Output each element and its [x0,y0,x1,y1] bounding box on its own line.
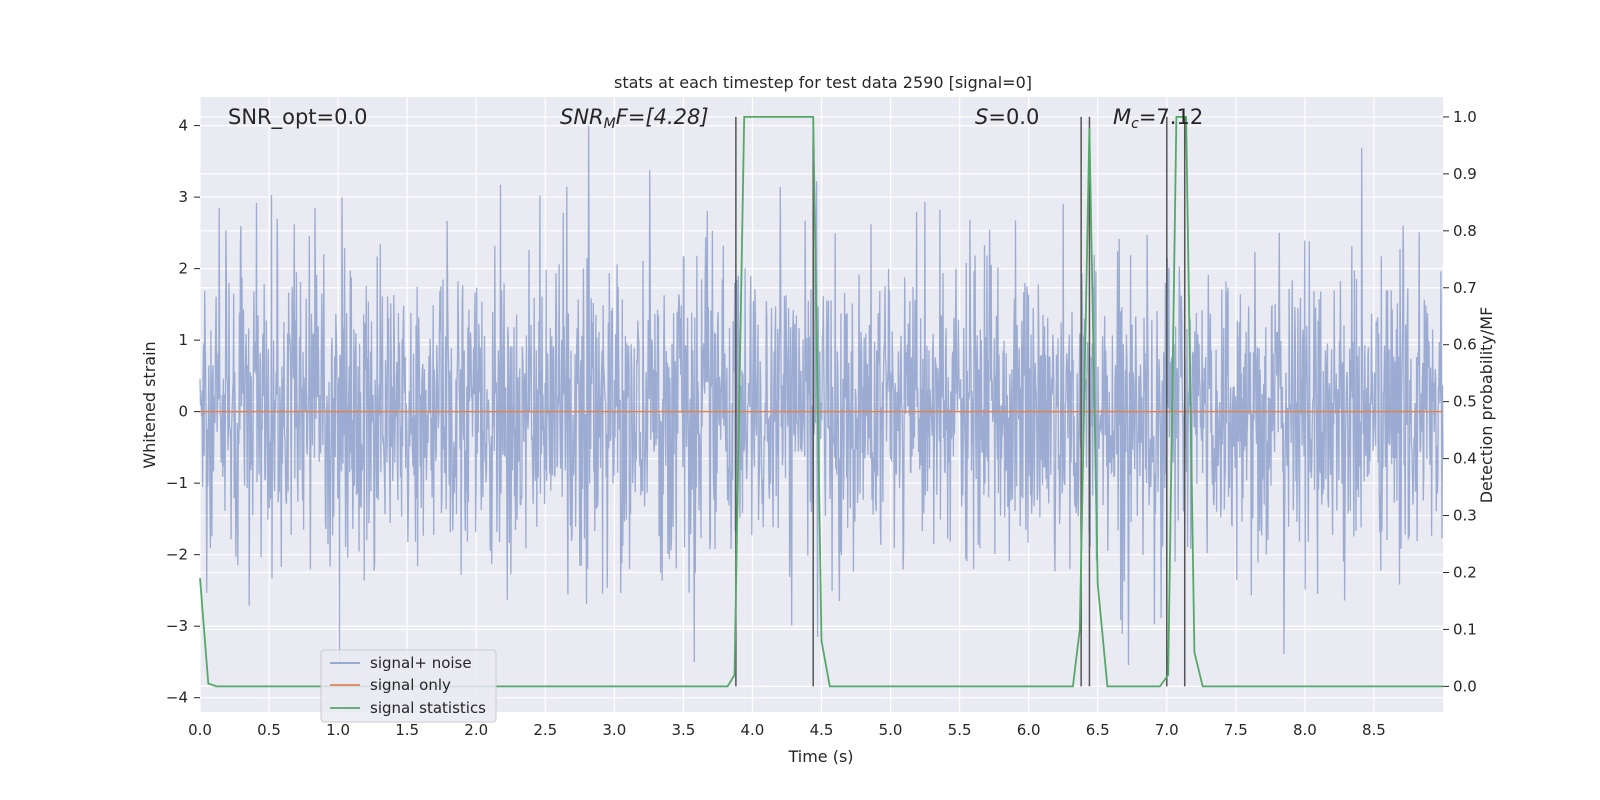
annotation-s: S=0.0 [975,105,1039,129]
y-tick-label: −3 [166,617,188,635]
y2-tick-label: 0.0 [1453,677,1477,695]
x-tick-label: 7.5 [1224,721,1248,739]
y-tick-label: 4 [178,117,188,135]
y-tick-label: 1 [178,331,188,349]
y2-tick-label: 0.8 [1453,222,1477,240]
x-tick-label: 6.0 [1017,721,1041,739]
y2-tick-label: 0.6 [1453,336,1477,354]
x-axis-label: Time (s) [787,747,853,766]
x-tick-label: 4.5 [810,721,834,739]
x-tick-label: 3.0 [602,721,626,739]
y2-tick-label: 0.3 [1453,507,1477,525]
x-tick-label: 6.5 [1086,721,1110,739]
x-tick-label: 5.0 [879,721,903,739]
annotation-mc: Mc=7.12 [1113,105,1203,132]
y-tick-label: −2 [166,546,188,564]
x-tick-label: 4.0 [741,721,765,739]
y-tick-label: 2 [178,260,188,278]
y-axis-label: Whitened strain [140,341,159,468]
y2-tick-label: 0.9 [1453,165,1477,183]
y2-tick-label: 0.2 [1453,563,1477,581]
legend-label-signal-statistics: signal statistics [370,699,486,717]
y2-axis-ticks: 1.0 0.9 0.8 0.7 0.6 0.5 0.4 0.3 0.2 0.1 0.0 [1443,108,1477,695]
series-signal-statistics [199,116,1443,688]
y-axis-ticks: 4 3 2 1 0 −1 −2 −3 −4 [166,117,200,707]
y2-tick-label: 0.1 [1453,620,1477,638]
x-tick-label: 2.0 [464,721,488,739]
y2-tick-label: 0.5 [1453,393,1477,411]
x-tick-label: 1.5 [395,721,419,739]
annotation-snr-mf: SNRMF=[4.28] [560,105,709,132]
y-tick-label: 0 [178,403,188,421]
signal-statistics-line [199,116,1443,688]
x-tick-label: 0.0 [188,721,212,739]
legend-label-signal-only: signal only [370,676,451,694]
y-tick-label: −4 [166,689,188,707]
x-tick-label: 3.5 [671,721,695,739]
x-tick-label: 8.5 [1362,721,1386,739]
x-axis-ticks: 0.0 0.5 1.0 1.5 2.0 2.5 3.0 3.5 4.0 4.5 5.0 5.5 6.0 6… [188,721,1386,739]
x-tick-label: 7.0 [1155,721,1179,739]
legend-label-signal-noise: signal+ noise [370,654,472,672]
chart-title: stats at each timestep for test data 259… [614,73,1032,92]
annotation-snr-opt: SNR_opt=0.0 [228,105,368,130]
x-tick-label: 1.0 [326,721,350,739]
x-tick-label: 0.5 [257,721,281,739]
y-tick-label: 3 [178,188,188,206]
x-tick-label: 2.5 [533,721,557,739]
y2-tick-label: 0.4 [1453,450,1477,468]
x-tick-label: 8.0 [1293,721,1317,739]
y2-tick-label: 0.7 [1453,279,1477,297]
y2-tick-label: 1.0 [1453,108,1477,126]
y-tick-label: −1 [166,474,188,492]
legend: signal+ noise signal only signal statist… [320,649,497,723]
y2-axis-label: Detection probability/MF [1477,307,1496,504]
x-tick-label: 5.5 [948,721,972,739]
